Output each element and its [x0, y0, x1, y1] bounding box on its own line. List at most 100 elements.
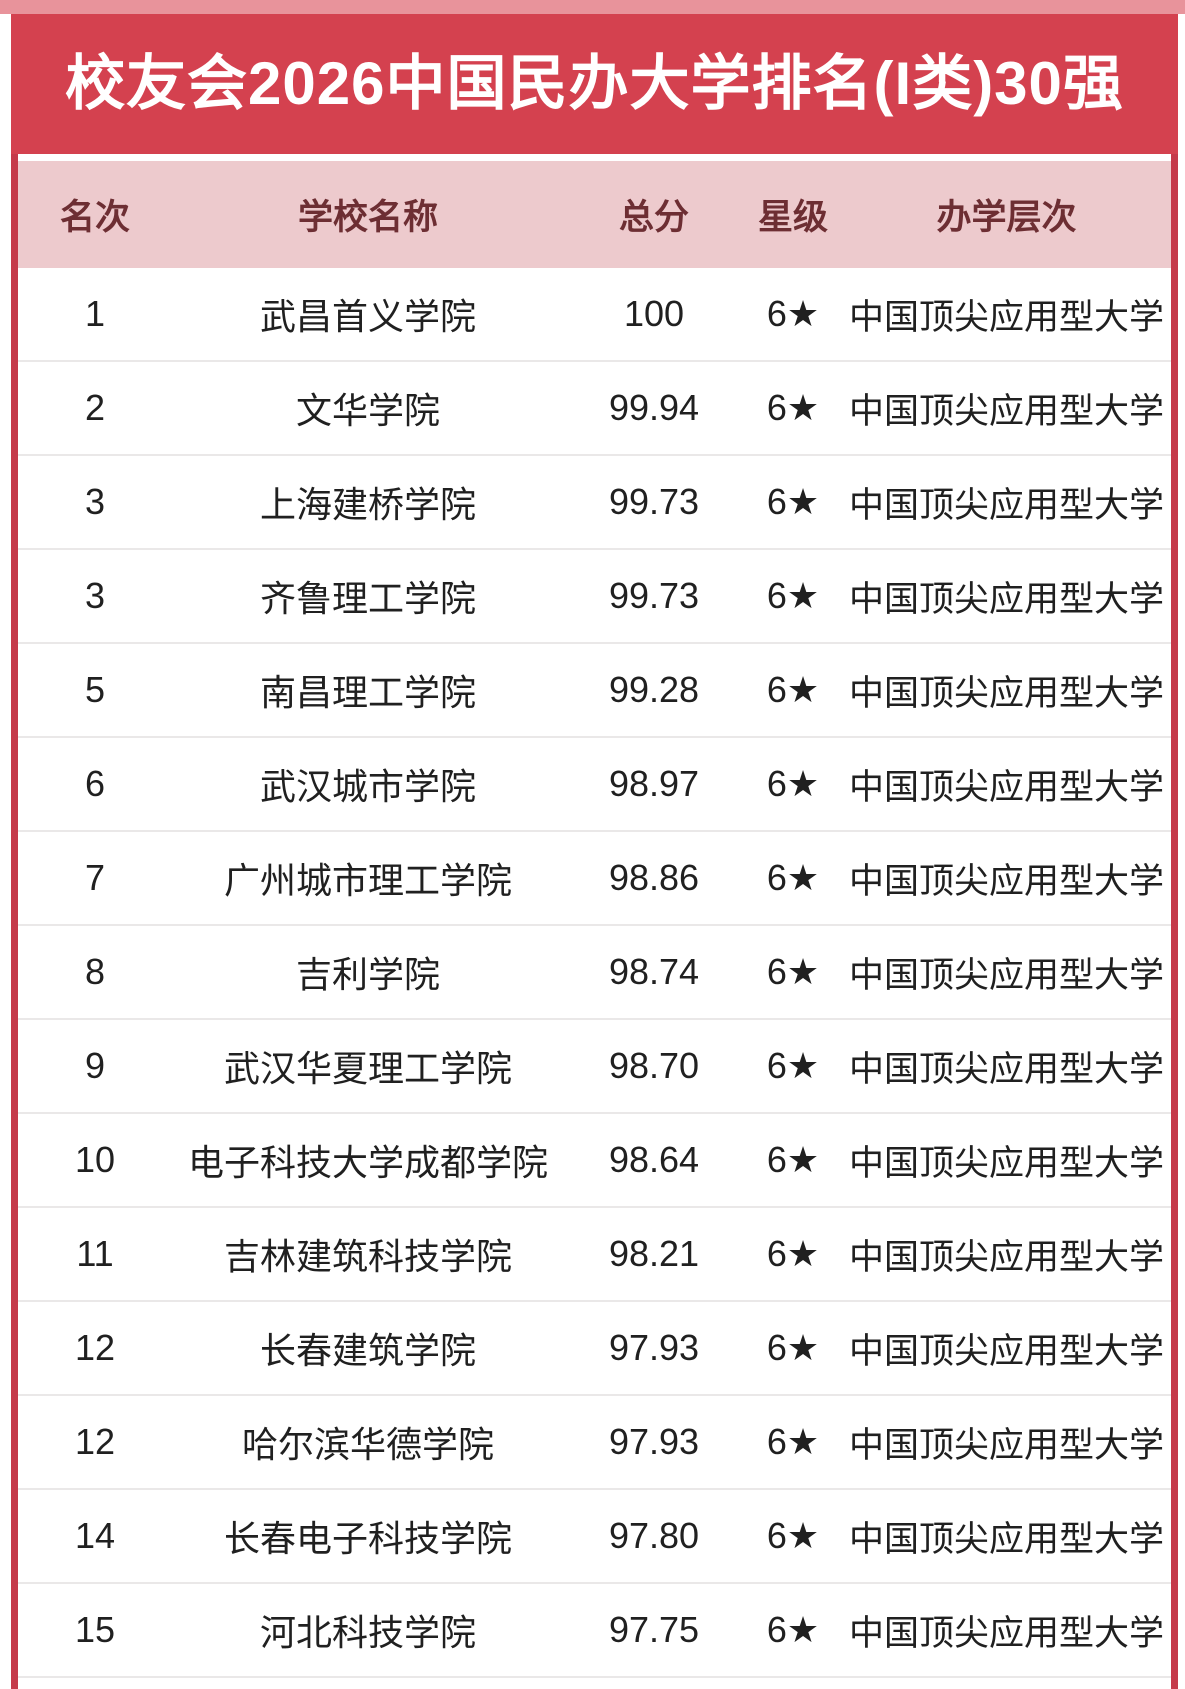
rank-cell: 12: [74, 1421, 116, 1462]
header-level: 办学层次: [936, 198, 1077, 237]
rank-cell: 6: [84, 763, 106, 804]
table-row: 2 文华学院 99.94 6★ 中国顶尖应用型大学: [18, 362, 1171, 456]
school-name-cell: 长春建筑学院: [259, 1330, 476, 1371]
table-row: 7 广州城市理工学院 98.86 6★ 中国顶尖应用型大学: [18, 832, 1171, 926]
table-row: 3 上海建桥学院 99.73 6★ 中国顶尖应用型大学: [18, 456, 1171, 550]
rank-cell: 10: [74, 1139, 116, 1180]
school-name-cell: 武汉华夏理工学院: [223, 1048, 512, 1089]
school-name-cell: 文华学院: [295, 390, 440, 431]
level-cell: 中国顶尖应用型大学: [848, 767, 1164, 807]
star-rating-cell: 6★: [766, 951, 820, 992]
level-cell: 中国顶尖应用型大学: [848, 1237, 1164, 1277]
school-name-cell: 长春电子科技学院: [223, 1518, 512, 1559]
score-cell: 98.70: [608, 1045, 700, 1086]
star-rating-cell: 6★: [766, 763, 820, 804]
star-rating-cell: 6★: [766, 387, 820, 428]
rank-cell: 14: [74, 1515, 116, 1556]
star-rating-cell: 6★: [766, 575, 820, 616]
table-row: 10 电子科技大学成都学院 98.64 6★ 中国顶尖应用型大学: [18, 1114, 1171, 1208]
page-title: 校友会2026中国民办大学排名(I类)30强: [65, 50, 1124, 117]
level-cell: 中国顶尖应用型大学: [848, 391, 1164, 431]
score-cell: 97.93: [608, 1421, 700, 1462]
table-row: 15 河北科技学院 97.75 6★ 中国顶尖应用型大学: [18, 1584, 1171, 1678]
score-cell: 99.73: [608, 481, 700, 522]
rank-cell: 2: [84, 387, 106, 428]
star-rating-cell: 6★: [766, 481, 820, 522]
star-rating-cell: 6★: [766, 1327, 820, 1368]
school-name-cell: 河北科技学院: [259, 1612, 476, 1653]
score-cell: 98.21: [608, 1233, 700, 1274]
school-name-cell: 武汉城市学院: [259, 766, 476, 807]
table-row: 12 长春建筑学院 97.93 6★ 中国顶尖应用型大学: [18, 1302, 1171, 1396]
level-cell: 中国顶尖应用型大学: [848, 1049, 1164, 1089]
star-rating-cell: 6★: [766, 1233, 820, 1274]
title-banner: 校友会2026中国民办大学排名(I类)30强: [11, 14, 1178, 154]
level-cell: 中国顶尖应用型大学: [848, 1331, 1164, 1371]
level-cell: 中国顶尖应用型大学: [848, 1519, 1164, 1559]
level-cell: 中国顶尖应用型大学: [848, 955, 1164, 995]
rank-cell: 8: [84, 951, 106, 992]
school-name-cell: 哈尔滨华德学院: [241, 1424, 494, 1465]
school-name-cell: 南昌理工学院: [259, 672, 476, 713]
rank-cell: 15: [74, 1609, 116, 1650]
table-row: 6 武汉城市学院 98.97 6★ 中国顶尖应用型大学: [18, 738, 1171, 832]
level-cell: 中国顶尖应用型大学: [848, 1143, 1164, 1183]
rank-cell: 9: [84, 1045, 106, 1086]
ranking-table: 名次 学校名称 总分 星级 办学层次 1 武昌首义学院 100 6★ 中国顶尖应…: [11, 154, 1178, 1689]
table-row: 1 武昌首义学院 100 6★ 中国顶尖应用型大学: [18, 268, 1171, 362]
school-name-cell: 上海建桥学院: [259, 484, 476, 525]
table-row: 3 齐鲁理工学院 99.73 6★ 中国顶尖应用型大学: [18, 550, 1171, 644]
star-rating-cell: 6★: [766, 669, 820, 710]
star-rating-cell: 6★: [766, 1515, 820, 1556]
table-header-row: 名次 学校名称 总分 星级 办学层次: [18, 161, 1171, 268]
score-cell: 97.93: [608, 1327, 700, 1368]
page-top-strip: [0, 0, 1185, 14]
star-rating-cell: 6★: [766, 857, 820, 898]
star-rating-cell: 6★: [766, 293, 820, 334]
score-cell: 99.94: [608, 387, 700, 428]
level-cell: 中国顶尖应用型大学: [848, 861, 1164, 901]
header-score: 总分: [618, 198, 689, 237]
table-row: 12 哈尔滨华德学院 97.93 6★ 中国顶尖应用型大学: [18, 1396, 1171, 1490]
star-rating-cell: 6★: [766, 1609, 820, 1650]
header-star: 星级: [757, 198, 828, 237]
star-rating-cell: 6★: [766, 1421, 820, 1462]
table-row: 9 武汉华夏理工学院 98.70 6★ 中国顶尖应用型大学: [18, 1020, 1171, 1114]
star-rating-cell: 6★: [766, 1045, 820, 1086]
score-cell: 98.74: [608, 951, 700, 992]
rank-cell: 11: [76, 1233, 114, 1274]
school-name-cell: 武昌首义学院: [259, 296, 476, 337]
level-cell: 中国顶尖应用型大学: [848, 297, 1164, 337]
rank-cell: 7: [84, 857, 106, 898]
table-row: 14 长春电子科技学院 97.80 6★ 中国顶尖应用型大学: [18, 1490, 1171, 1584]
score-cell: 100: [623, 293, 685, 334]
level-cell: 中国顶尖应用型大学: [848, 485, 1164, 525]
score-cell: 98.97: [608, 763, 700, 804]
school-name-cell: 吉利学院: [295, 954, 440, 995]
table-body: 1 武昌首义学院 100 6★ 中国顶尖应用型大学 2 文华学院 99.94 6…: [18, 268, 1171, 1678]
level-cell: 中国顶尖应用型大学: [848, 579, 1164, 619]
banner-table-gap: [18, 154, 1171, 161]
level-cell: 中国顶尖应用型大学: [848, 673, 1164, 713]
school-name-cell: 电子科技大学成都学院: [187, 1142, 548, 1183]
rank-cell: 3: [84, 575, 106, 616]
table-row: 8 吉利学院 98.74 6★ 中国顶尖应用型大学: [18, 926, 1171, 1020]
header-school: 学校名称: [297, 198, 438, 237]
rank-cell: 5: [84, 669, 106, 710]
table-row: 11 吉林建筑科技学院 98.21 6★ 中国顶尖应用型大学: [18, 1208, 1171, 1302]
score-cell: 98.64: [608, 1139, 700, 1180]
table-row: 5 南昌理工学院 99.28 6★ 中国顶尖应用型大学: [18, 644, 1171, 738]
rank-cell: 1: [84, 293, 106, 334]
rank-cell: 12: [74, 1327, 116, 1368]
school-name-cell: 齐鲁理工学院: [259, 578, 476, 619]
score-cell: 97.75: [608, 1609, 700, 1650]
school-name-cell: 广州城市理工学院: [223, 860, 512, 901]
rank-cell: 3: [84, 481, 106, 522]
level-cell: 中国顶尖应用型大学: [848, 1613, 1164, 1653]
star-rating-cell: 6★: [766, 1139, 820, 1180]
header-rank: 名次: [59, 198, 130, 237]
score-cell: 99.28: [608, 669, 700, 710]
score-cell: 99.73: [608, 575, 700, 616]
level-cell: 中国顶尖应用型大学: [848, 1425, 1164, 1465]
